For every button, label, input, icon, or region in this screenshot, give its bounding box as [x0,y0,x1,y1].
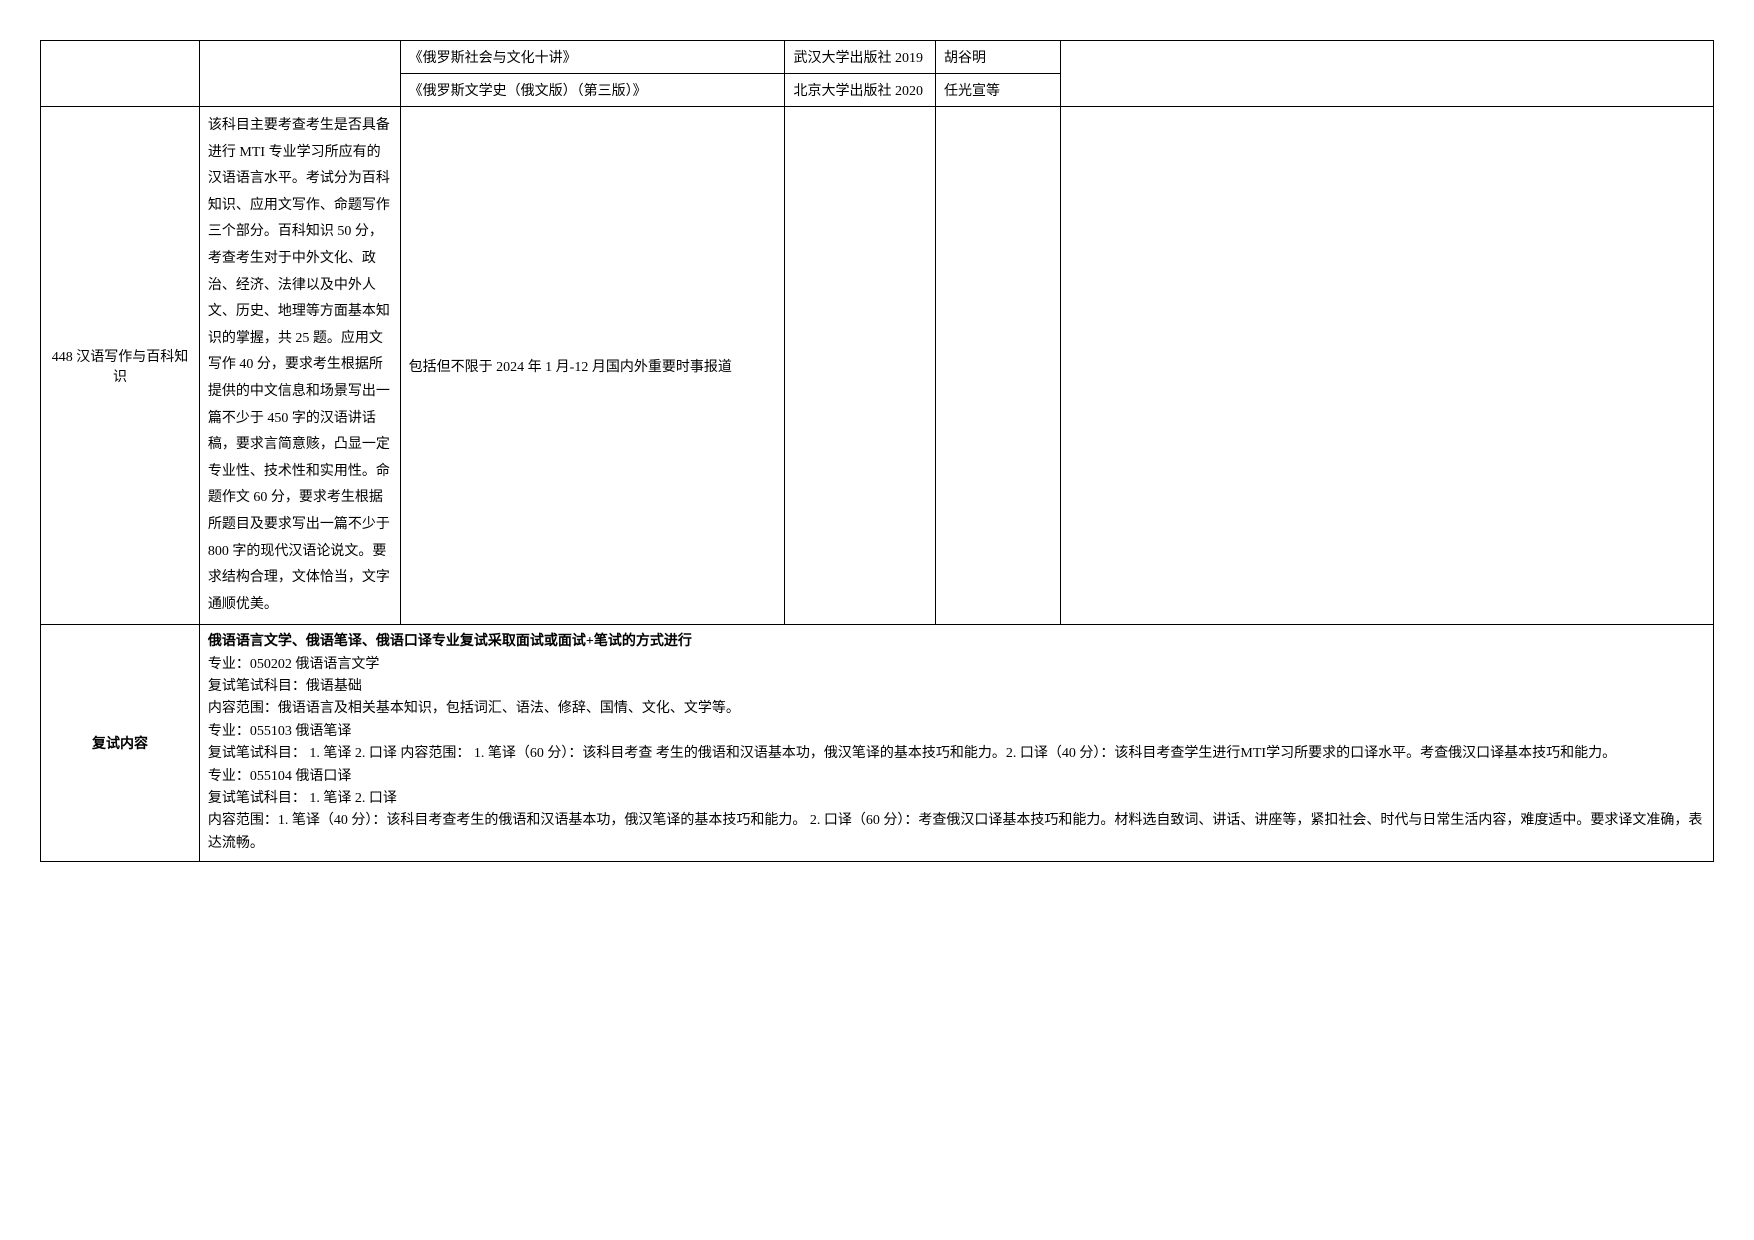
fushi-line: 内容范围：俄语语言及相关基本知识，包括词汇、语法、修辞、国情、文化、文学等。 [208,698,1705,720]
fushi-label: 复试内容 [41,625,200,862]
book-title: 《俄罗斯文学史（俄文版）（第三版）》 [400,74,785,107]
book-publisher: 武汉大学出版社 2019 [785,41,936,74]
document-table: 《俄罗斯社会与文化十讲》 武汉大学出版社 2019 胡谷明 《俄罗斯文学史（俄文… [40,40,1714,862]
fushi-line: 内容范围：1. 笔译（40 分）：该科目考查考生的俄语和汉语基本功，俄汉笔译的基… [208,810,1705,855]
fushi-line: 复试笔试科目：俄语基础 [208,676,1705,698]
cell-empty [1061,41,1714,107]
subject-scope: 包括但不限于 2024 年 1 月-12 月国内外重要时事报道 [400,107,785,625]
cell-empty [1061,107,1714,625]
subject-code: 448 汉语写作与百科知识 [41,107,200,625]
fushi-line: 复试笔试科目： 1. 笔译 2. 口译 [208,788,1705,810]
book-author: 胡谷明 [936,41,1061,74]
table-row: 复试内容 俄语语言文学、俄语笔译、俄语口译专业复试采取面试或面试+笔试的方式进行… [41,625,1714,862]
book-publisher: 北京大学出版社 2020 [785,74,936,107]
cell-empty [936,107,1061,625]
cell-empty [785,107,936,625]
table-row: 448 汉语写作与百科知识 该科目主要考查考生是否具备进行 MTI 专业学习所应… [41,107,1714,625]
fushi-line: 专业：055103 俄语笔译 [208,721,1705,743]
table-row: 《俄罗斯社会与文化十讲》 武汉大学出版社 2019 胡谷明 [41,41,1714,74]
subject-desc: 该科目主要考查考生是否具备进行 MTI 专业学习所应有的汉语语言水平。考试分为百… [199,107,400,625]
fushi-header: 俄语语言文学、俄语笔译、俄语口译专业复试采取面试或面试+笔试的方式进行 [208,631,1705,653]
book-title: 《俄罗斯社会与文化十讲》 [400,41,785,74]
fushi-content: 俄语语言文学、俄语笔译、俄语口译专业复试采取面试或面试+笔试的方式进行 专业：0… [199,625,1713,862]
fushi-line: 专业：055104 俄语口译 [208,766,1705,788]
cell-empty [41,41,200,107]
fushi-line: 专业：050202 俄语语言文学 [208,654,1705,676]
fushi-line: 复试笔试科目： 1. 笔译 2. 口译 内容范围： 1. 笔译（60 分）：该科… [208,743,1705,765]
cell-empty [199,41,400,107]
book-author: 任光宣等 [936,74,1061,107]
